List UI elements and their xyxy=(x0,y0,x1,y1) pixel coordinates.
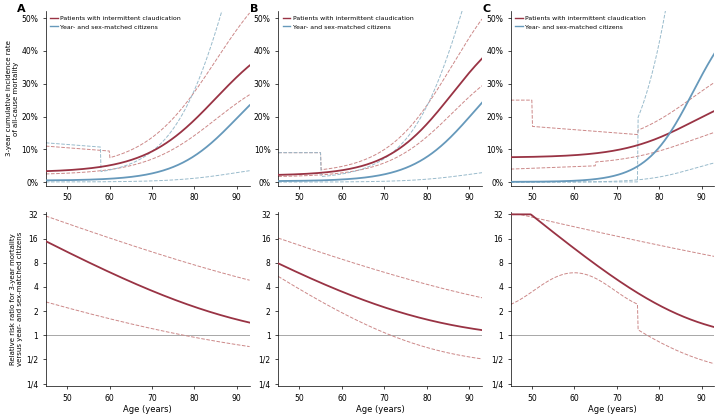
Legend: Patients with intermittent claudication, Year- and sex-matched citizens: Patients with intermittent claudication,… xyxy=(514,15,647,31)
Text: B: B xyxy=(250,5,258,14)
Legend: Patients with intermittent claudication, Year- and sex-matched citizens: Patients with intermittent claudication,… xyxy=(49,15,182,31)
Y-axis label: Relative risk ratio for 3-year mortality
versus year- and sex-matched citizens: Relative risk ratio for 3-year mortality… xyxy=(10,232,23,366)
X-axis label: Age (years): Age (years) xyxy=(123,405,172,415)
Text: A: A xyxy=(17,5,26,14)
X-axis label: Age (years): Age (years) xyxy=(588,405,637,415)
Y-axis label: 3-year cumulative incidence rate
of all-cause mortality: 3-year cumulative incidence rate of all-… xyxy=(6,41,19,156)
Text: C: C xyxy=(482,5,490,14)
Legend: Patients with intermittent claudication, Year- and sex-matched citizens: Patients with intermittent claudication,… xyxy=(282,15,415,31)
X-axis label: Age (years): Age (years) xyxy=(356,405,405,415)
